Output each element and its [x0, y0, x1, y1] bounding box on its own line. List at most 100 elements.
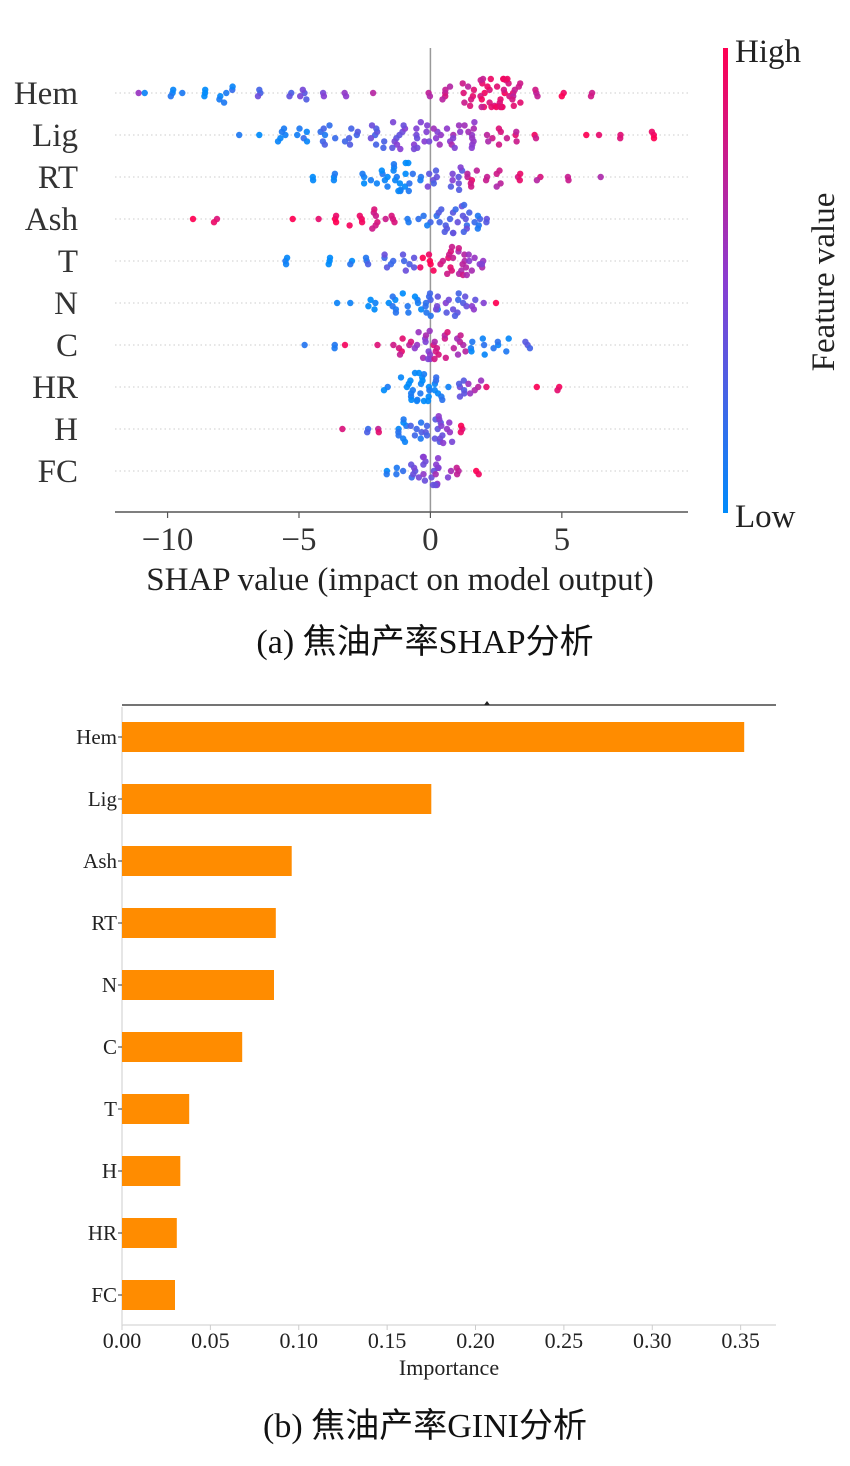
- shap-point: [444, 474, 452, 481]
- shap-point: [565, 177, 572, 184]
- shap-point: [382, 215, 389, 223]
- shap-point: [280, 125, 288, 132]
- shap-point: [167, 93, 174, 100]
- shap-point: [483, 383, 490, 391]
- shap-point: [587, 93, 595, 100]
- shap-point: [490, 345, 497, 352]
- shap-point: [420, 453, 427, 461]
- shap-point: [500, 86, 508, 94]
- shap-point: [380, 144, 387, 151]
- shap-point: [417, 390, 424, 397]
- shap-point: [424, 355, 432, 363]
- shap-point: [422, 332, 430, 339]
- shap-point: [442, 86, 449, 94]
- shap-point: [170, 86, 177, 94]
- shap-point: [434, 455, 442, 462]
- shap-point: [487, 75, 494, 83]
- gini-x-tick-label: 0.30: [633, 1328, 672, 1353]
- shap-point: [465, 380, 472, 387]
- shap-point: [418, 306, 425, 313]
- shap-point: [466, 102, 474, 110]
- gini-feature-label: Hem: [76, 725, 117, 749]
- shap-point: [457, 128, 464, 135]
- shap-point: [331, 345, 338, 352]
- shap-point: [505, 335, 512, 342]
- shap-point: [468, 183, 475, 190]
- shap-point: [189, 215, 197, 223]
- shap-point: [532, 135, 540, 142]
- shap-point: [517, 170, 524, 177]
- shap-point: [444, 270, 451, 277]
- gini-bar: [122, 1280, 175, 1310]
- shap-point: [422, 303, 429, 310]
- shap-point: [533, 383, 540, 391]
- shap-point: [390, 161, 398, 168]
- shap-point: [432, 167, 440, 174]
- shap-point: [401, 183, 409, 190]
- shap-point: [356, 212, 363, 219]
- shap-point: [405, 187, 412, 195]
- shap-point: [399, 290, 406, 297]
- shap-point: [462, 264, 470, 271]
- shap-point: [348, 125, 355, 132]
- gini-feature-label: C: [103, 1035, 117, 1059]
- shap-point: [346, 141, 354, 148]
- shap-point: [509, 96, 516, 103]
- shap-point: [450, 229, 457, 237]
- shap-summary-plot: Hem Lig RT Ash TNC HR H FC −10 −5 0 5 SHAP value (…: [14, 34, 842, 598]
- shap-point: [411, 432, 419, 439]
- shap-point: [474, 225, 481, 232]
- shap-point: [466, 209, 473, 216]
- shap-point: [409, 170, 416, 177]
- shap-point: [424, 222, 431, 229]
- shap-point: [454, 351, 462, 358]
- shap-point: [442, 354, 449, 361]
- shap-point: [396, 180, 404, 187]
- shap-feature-label: FC: [38, 454, 78, 490]
- shap-row-lines: [115, 92, 688, 472]
- gini-bar: [122, 970, 274, 1000]
- shap-point: [465, 251, 472, 258]
- shap-point: [367, 135, 375, 142]
- shap-point: [408, 461, 415, 468]
- shap-point: [449, 306, 457, 313]
- shap-point: [381, 177, 389, 184]
- shap-point: [448, 438, 456, 445]
- colorbar-title: Feature value: [806, 193, 842, 372]
- shap-points: [135, 75, 658, 489]
- shap-point: [254, 93, 262, 100]
- shap-point: [455, 122, 463, 129]
- shap-point: [411, 345, 418, 352]
- gini-feature-label: H: [102, 1159, 117, 1183]
- shap-point: [431, 338, 438, 345]
- shap-point: [478, 261, 486, 268]
- gini-x-ticks: 0.00 0.05 0.10 0.15 0.20 0.25 0.30 0.35: [103, 1325, 760, 1353]
- shap-point: [421, 477, 429, 484]
- caption-a: (a) 焦油产率SHAP分析: [256, 624, 594, 661]
- shap-point: [201, 93, 208, 100]
- shap-point: [460, 201, 468, 209]
- shap-point: [202, 86, 209, 94]
- colorbar: [723, 48, 728, 513]
- shap-point: [296, 125, 303, 132]
- shap-point: [332, 219, 340, 226]
- shap-point: [480, 341, 488, 349]
- shap-point: [444, 329, 451, 336]
- shap-point: [447, 467, 455, 475]
- shap-point: [400, 416, 407, 423]
- shap-point: [423, 128, 430, 135]
- shap-point: [430, 180, 437, 187]
- shap-point: [470, 306, 478, 313]
- shap-point: [465, 128, 472, 135]
- shap-point: [393, 464, 400, 471]
- shap-point: [364, 261, 372, 268]
- shap-point: [368, 122, 376, 129]
- shap-point: [367, 296, 374, 303]
- shap-point: [426, 327, 433, 335]
- shap-point: [481, 351, 488, 358]
- shap-point: [432, 306, 440, 313]
- shap-feature-labels: Hem Lig RT Ash TNC HR H FC: [14, 76, 79, 490]
- shap-point: [459, 80, 466, 87]
- shap-point: [440, 439, 447, 447]
- shap-point: [483, 219, 490, 226]
